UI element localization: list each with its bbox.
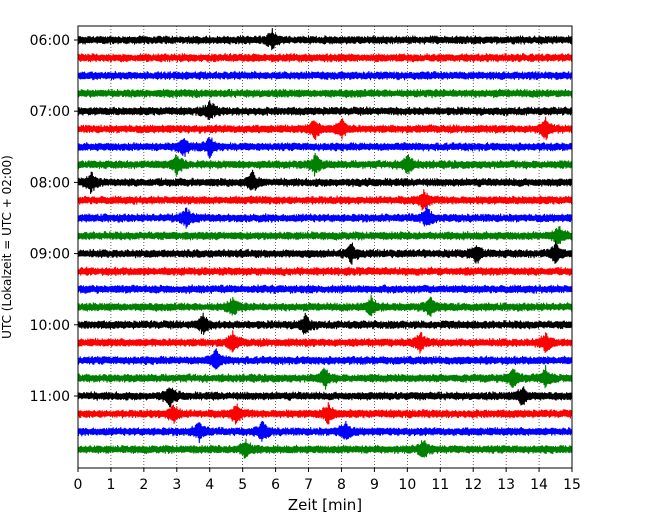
x-tick-label: 6	[271, 477, 280, 493]
trace-line	[77, 364, 573, 390]
trace-line	[77, 28, 573, 51]
y-tick-label: 11:00	[30, 389, 70, 405]
trace-line	[77, 100, 573, 120]
y-tick-label: 07:00	[30, 104, 70, 120]
trace-line	[77, 330, 573, 354]
x-tick-label: 3	[172, 477, 181, 493]
x-tick-label: 7	[304, 477, 313, 493]
trace-line	[77, 152, 573, 177]
y-axis-label: UTC (Lokalzeit = UTC + 02:00)	[0, 155, 14, 339]
trace-line	[77, 348, 573, 370]
trace-line	[77, 284, 573, 295]
trace-line	[77, 169, 573, 194]
y-tick-label: 10:00	[30, 318, 70, 334]
x-tick-label: 1	[106, 477, 115, 493]
x-tick-label: 11	[431, 477, 449, 493]
x-tick-label: 8	[337, 477, 346, 493]
y-tick-label: 09:00	[30, 247, 70, 263]
x-tick-label: 13	[497, 477, 515, 493]
trace-line	[77, 189, 573, 211]
trace-line	[77, 420, 573, 444]
trace-line	[77, 225, 573, 245]
x-tick-label: 0	[74, 477, 83, 493]
y-tick-label: 08:00	[30, 175, 70, 191]
x-tick-label: 5	[238, 477, 247, 493]
trace-line	[77, 386, 573, 408]
x-tick-label: 4	[205, 477, 214, 493]
trace-line	[77, 240, 573, 265]
trace-line	[77, 205, 573, 229]
trace-line	[77, 401, 573, 425]
trace-line	[77, 52, 573, 63]
x-tick-label: 12	[464, 477, 482, 493]
plot-frame	[77, 25, 573, 469]
x-tick-label: 2	[139, 477, 148, 493]
trace-line	[77, 438, 573, 459]
x-tick-label: 15	[563, 477, 581, 493]
x-tick-label: 10	[398, 477, 416, 493]
trace-line	[77, 266, 573, 277]
x-tick-label: 14	[530, 477, 548, 493]
x-axis-label: Zeit [min]	[288, 496, 362, 514]
trace-line	[77, 116, 573, 141]
trace-line	[77, 70, 573, 81]
trace-lines	[77, 28, 573, 459]
trace-line	[77, 294, 573, 317]
trace-line	[77, 88, 573, 99]
y-ticks: 06:00 07:00 08:00 09:00 10:00 11:00	[30, 33, 78, 405]
y-tick-label: 06:00	[30, 33, 70, 49]
x-ticks: 0 1 2 3 4 5 6 7 8 9 10 11 12 13 14 15	[74, 468, 581, 493]
trace-line	[77, 312, 573, 336]
x-tick-label: 9	[370, 477, 379, 493]
trace-line	[77, 137, 573, 159]
